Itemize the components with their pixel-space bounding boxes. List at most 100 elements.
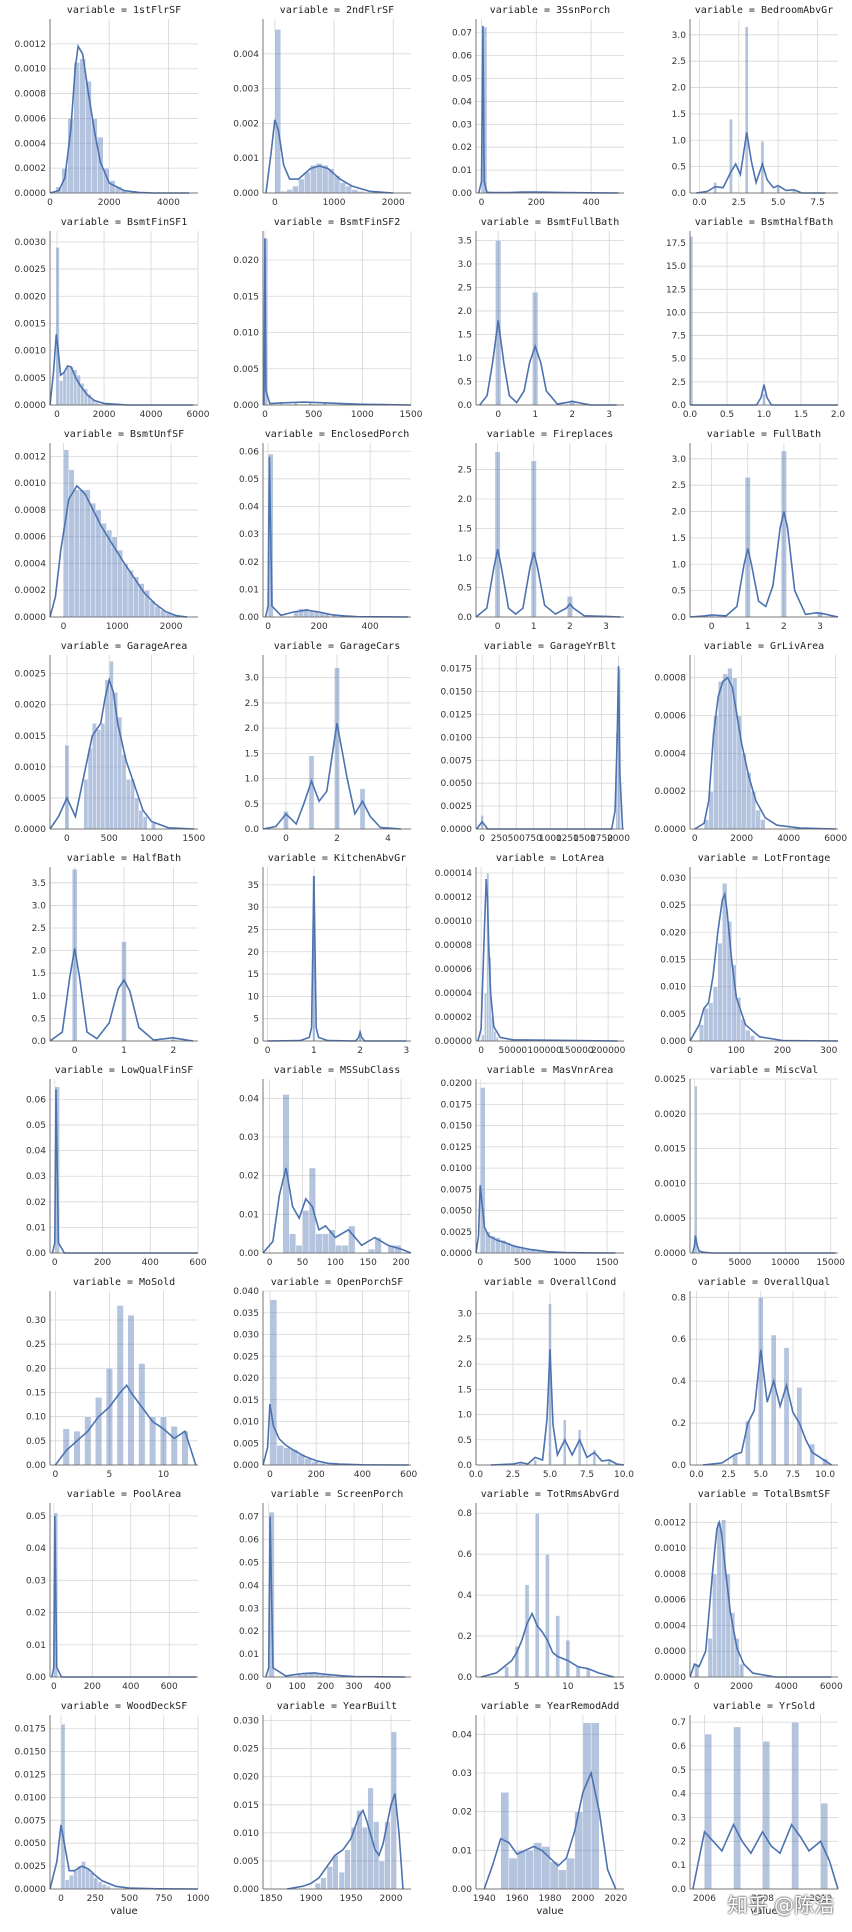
x-tick-label: 0 [687,1046,693,1056]
y-tick-label: 0.0 [245,825,260,835]
facet-bsmthalfbath: 0.02.55.07.510.012.515.017.50.0 0.5 1.0 1.5… [666,217,845,420]
y-tick-label: 12.5 [666,285,686,295]
x-tick-label: 500 [514,1258,531,1268]
x-tick-label: 0 [495,622,501,632]
y-tick-label: 2.0 [458,1360,473,1370]
y-tick-label: 0.020 [233,1773,259,1783]
y-tick-label: 0.025 [233,1745,259,1755]
x-tick-label: 2 [569,410,575,420]
x-axis-label: value [536,1906,563,1917]
y-tick-label: 0.0005 [15,794,47,804]
y-tick-label: 2.5 [672,481,686,491]
y-tick-label: 0.5 [32,1014,46,1024]
y-tick-label: 2.5 [458,1335,472,1345]
x-tick-label: 150 [360,1258,377,1268]
kde-line [266,1517,406,1677]
histogram-bar [101,723,105,829]
y-tick-label: 0.04 [239,1094,259,1104]
y-tick-label: 0.015 [233,1396,259,1406]
histogram-bar [126,779,130,829]
kde-line [268,876,407,1041]
y-tick-label: 0.015 [233,292,259,302]
histogram-bar [101,523,106,617]
y-tick-label: 0.01 [239,1210,259,1220]
histogram-bar [739,1664,743,1677]
histogram-bar [143,817,147,829]
x-tick-label: 2000 [93,410,116,420]
y-tick-label: 0.06 [26,1095,46,1105]
histogram-bar [63,450,68,617]
histogram-bar [299,179,305,193]
y-tick-label: 0.0050 [441,779,473,789]
x-tick-label: 600 [161,1682,178,1692]
y-tick-label: 0.8 [458,1509,473,1519]
histogram-bar [304,172,310,193]
y-tick-label: 0.0008 [655,674,687,684]
x-tick-label: 200 [528,198,545,208]
x-tick-label: 7.5 [810,198,824,208]
y-tick-label: 0.002 [233,119,259,129]
histogram-bar [130,779,134,829]
x-tick-label: 15 [613,1682,624,1692]
histogram-bar [122,942,127,1041]
x-tick-label: 7.5 [786,1470,800,1480]
y-tick-label: 0.00014 [435,869,472,879]
histogram-bar [97,730,101,829]
histogram-bar [340,183,346,193]
y-tick-label: 0.01 [452,1846,472,1856]
facet-title: variable = BsmtFinSF2 [274,217,400,228]
histogram-bar [535,1513,539,1677]
x-tick-label: 200 [393,1258,410,1268]
x-tick-label: 2000 [607,834,630,844]
y-tick-label: 0.5 [672,1766,686,1776]
x-tick-label: 5.0 [754,1470,769,1480]
histogram-bar [558,1870,566,1889]
x-tick-label: 15000 [816,1258,845,1268]
y-tick-label: 2.0 [458,307,473,317]
histogram-bar [61,1724,65,1889]
x-tick-label: 2.5 [732,198,746,208]
histogram-bar [352,190,358,193]
histogram-bar [542,1846,550,1889]
y-tick-label: 35 [248,881,259,891]
x-tick-label: 6000 [824,834,847,844]
y-tick-label: 3.0 [32,901,47,911]
y-tick-label: 0.0025 [655,1075,687,1085]
y-tick-label: 0.4 [458,1591,473,1601]
histogram-bar [333,1855,339,1889]
histogram-bar [284,1448,291,1465]
histogram-bar [346,186,352,193]
x-tick-label: 1900 [300,1894,323,1904]
y-tick-label: 2.0 [672,508,687,518]
y-tick-label: 0.06 [452,52,472,62]
histogram-bar [583,1723,591,1889]
facet-totalbsmtsf: 0.00000.00000.00040.00060.00080.00100.00… [655,1489,843,1692]
histogram-bar [66,367,70,405]
facet-title: variable = HalfBath [67,853,181,864]
facet-yearbuilt: 0.0000.0050.0100.0150.0200.0250.0301850 1… [233,1701,411,1904]
x-tick-label: 200 [774,1046,791,1056]
x-tick-label: 0.5 [720,410,734,420]
x-tick-label: 200 [84,1682,101,1692]
histogram-bar [321,1878,327,1889]
facet-overallqual: 0.00.20.40.60.80.0 2.5 5.0 7.5 10.0variable … [672,1277,838,1480]
x-tick-label: 4000 [140,410,163,420]
y-tick-label: 0.000 [660,1037,686,1047]
y-tick-label: 0.0025 [15,265,47,275]
histogram-bar [495,452,500,617]
y-tick-label: 0.005 [233,365,259,375]
x-tick-label: 200000 [591,1046,626,1056]
y-tick-label: 0.00006 [435,965,472,975]
histogram-bar [327,1867,333,1889]
y-tick-label: 7.5 [672,332,686,342]
y-tick-label: 1.5 [245,749,259,759]
facet-2ndflrsf: 0.0000.0010.0020.0030.0040 1000 2000variab… [233,5,411,208]
y-tick-label: 0.6 [672,1335,687,1345]
histogram-bar [310,165,316,193]
histogram-bar [287,190,293,193]
facet-yrsold: 0.00.10.20.30.40.50.60.72006 2008 2010vari… [672,1701,838,1917]
y-tick-label: 0.0000 [15,189,47,199]
y-tick-label: 5 [253,1015,259,1025]
y-tick-label: 0.06 [239,447,259,457]
histogram-bar [334,668,339,829]
